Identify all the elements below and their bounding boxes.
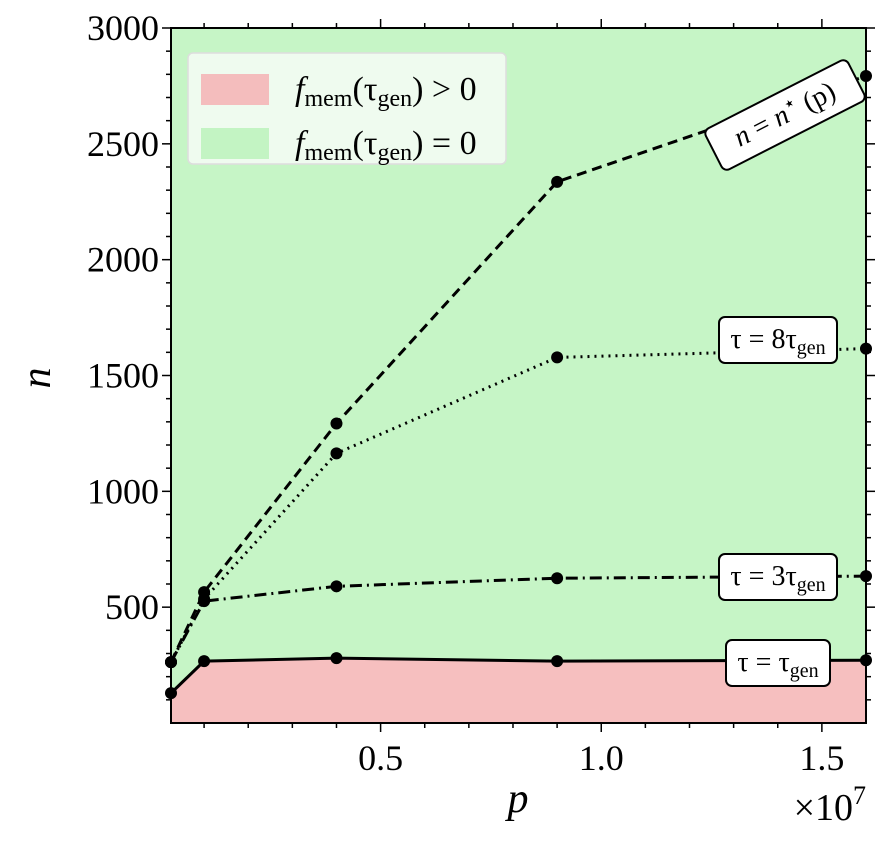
x-multiplier: ×107 bbox=[794, 781, 866, 829]
y-tick-label: 500 bbox=[105, 587, 159, 627]
data-point bbox=[551, 351, 564, 364]
series-label: τ = 8τgen bbox=[718, 316, 838, 364]
label-part: mem bbox=[304, 140, 352, 166]
label-box bbox=[718, 553, 838, 601]
legend-swatch bbox=[201, 128, 269, 159]
y-axis-label: n bbox=[14, 368, 60, 389]
y-tick-label: 3000 bbox=[87, 8, 159, 48]
legend: fmem(τgen) > 0 fmem(τgen) = 0 bbox=[187, 52, 507, 166]
data-point bbox=[330, 447, 343, 460]
x-tick-label: 1.5 bbox=[799, 738, 844, 778]
label-box bbox=[718, 316, 838, 364]
label-part: τ = 8τ bbox=[730, 324, 796, 355]
data-point bbox=[551, 655, 564, 668]
series-label-text: τ = 8τgen bbox=[730, 324, 825, 359]
label-box bbox=[725, 639, 831, 687]
label-part: τ = 3τ bbox=[730, 561, 796, 592]
y-tick-label: 1000 bbox=[87, 471, 159, 511]
label-part: gen bbox=[377, 86, 412, 112]
axes: 500 1000 1500 2000 2500 3000 0.5 1.0 1.5 bbox=[87, 8, 875, 778]
data-point bbox=[330, 580, 343, 593]
label-part: gen bbox=[797, 337, 826, 359]
label-part: (τ bbox=[352, 125, 377, 162]
series-label: n = n⋆ (p) bbox=[704, 59, 866, 171]
label-part: τ = τ bbox=[737, 647, 789, 678]
data-point bbox=[551, 175, 564, 188]
series-label: τ = τgen bbox=[725, 639, 831, 687]
data-point bbox=[330, 652, 343, 665]
y-tick-label: 2500 bbox=[87, 124, 159, 164]
data-point bbox=[198, 655, 211, 668]
legend-label: fmem(τgen) > 0 bbox=[295, 71, 477, 112]
series-label-text: τ = 3τgen bbox=[730, 561, 825, 596]
label-part: gen bbox=[790, 660, 819, 682]
data-point bbox=[198, 595, 211, 608]
region-memorization-positive bbox=[171, 658, 866, 723]
x-tick-label: 1.0 bbox=[579, 738, 624, 778]
series-label: τ = 3τgen bbox=[718, 553, 838, 601]
data-point bbox=[330, 417, 343, 430]
x-tick-label: 0.5 bbox=[358, 738, 403, 778]
label-part: (τ bbox=[352, 71, 377, 108]
label-part: gen bbox=[797, 574, 826, 596]
x-multiplier-base: ×10 bbox=[794, 787, 853, 829]
label-part: ) > 0 bbox=[412, 71, 477, 108]
legend-swatch bbox=[201, 74, 269, 105]
label-part: mem bbox=[304, 86, 352, 112]
series-label-text: τ = τgen bbox=[737, 647, 818, 682]
y-tick-label: 1500 bbox=[87, 356, 159, 396]
legend-label: fmem(τgen) = 0 bbox=[295, 125, 477, 166]
x-multiplier-exp: 7 bbox=[853, 781, 866, 810]
label-box bbox=[704, 59, 866, 171]
label-part: ) = 0 bbox=[412, 125, 477, 162]
y-tick-label: 2000 bbox=[87, 240, 159, 280]
label-part: gen bbox=[377, 140, 412, 166]
x-axis-label: p bbox=[505, 776, 529, 822]
data-point bbox=[551, 572, 564, 585]
